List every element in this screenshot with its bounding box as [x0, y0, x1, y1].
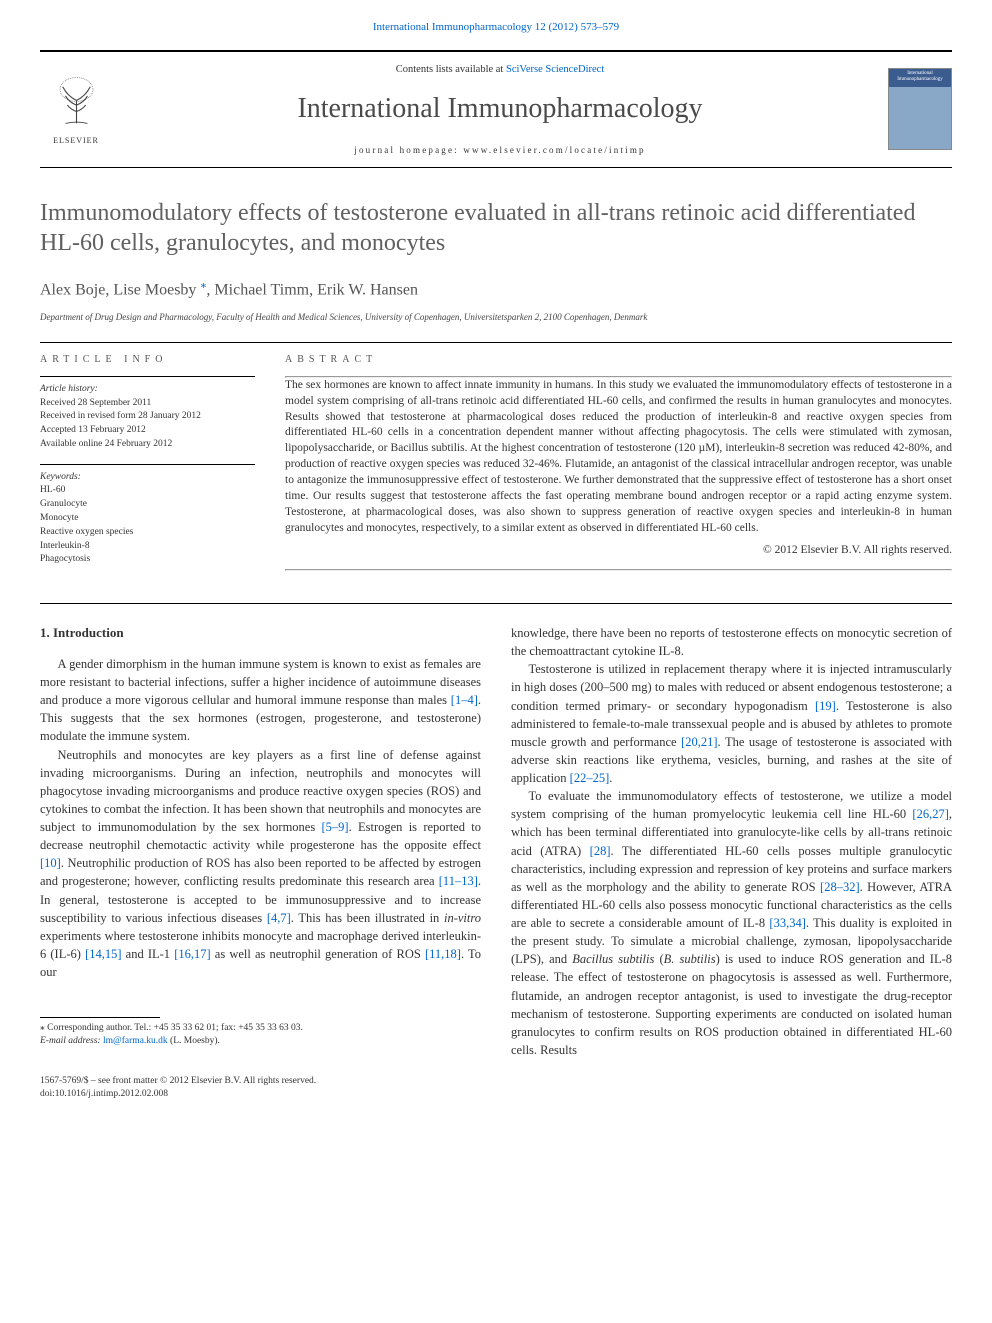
bottom-copyright-block: 1567-5769/$ – see front matter © 2012 El… [40, 1075, 481, 1102]
citation-link[interactable]: [28] [590, 844, 611, 858]
footnote-rule [40, 1017, 160, 1018]
contents-line: Contents lists available at SciVerse Sci… [122, 62, 878, 77]
authors-line: Alex Boje, Lise Moesby ⁎, Michael Timm, … [40, 276, 952, 302]
paragraph: Neutrophils and monocytes are key player… [40, 746, 481, 982]
contents-prefix: Contents lists available at [396, 64, 506, 75]
sciencedirect-link[interactable]: SciVerse ScienceDirect [506, 64, 604, 75]
italic-text: B. subtilis [664, 952, 716, 966]
journal-name: International Immunopharmacology [122, 89, 878, 130]
elsevier-tree-icon [49, 73, 104, 133]
doi-line: doi:10.1016/j.intimp.2012.02.008 [40, 1088, 481, 1101]
citation-link[interactable]: [11–13] [439, 874, 478, 888]
info-abstract-row: ARTICLE INFO Article history: Received 2… [40, 353, 952, 579]
article-title: Immunomodulatory effects of testosterone… [40, 198, 952, 258]
homepage-url[interactable]: www.elsevier.com/locate/intimp [463, 145, 645, 155]
keyword: Monocyte [40, 512, 255, 526]
keywords-head: Keywords: [40, 471, 255, 485]
citation-link[interactable]: [14,15] [85, 947, 121, 961]
email-label: E-mail address: [40, 1036, 103, 1046]
text: as well as neutrophil generation of ROS [211, 947, 425, 961]
history-online: Available online 24 February 2012 [40, 438, 255, 452]
authors-after-corr: , Michael Timm, Erik W. Hansen [206, 281, 418, 298]
divider [285, 569, 952, 571]
keyword: Granulocyte [40, 498, 255, 512]
abstract-label: ABSTRACT [285, 353, 952, 368]
citation-link[interactable]: [22–25] [570, 771, 610, 785]
paragraph: Testosterone is utilized in replacement … [511, 660, 952, 787]
body-columns: 1. Introduction A gender dimorphism in t… [40, 603, 952, 1101]
citation-link[interactable]: [11,18] [425, 947, 461, 961]
paragraph: To evaluate the immunomodulatory effects… [511, 787, 952, 1059]
email-suffix: (L. Moesby). [168, 1036, 220, 1046]
publisher-name: ELSEVIER [53, 135, 99, 147]
homepage-prefix: journal homepage: [354, 145, 463, 155]
right-column: knowledge, there have been no reports of… [511, 624, 952, 1101]
citation-link[interactable]: [19] [815, 699, 836, 713]
italic-text: in-vitro [444, 911, 481, 925]
affiliation: Department of Drug Design and Pharmacolo… [40, 311, 952, 324]
homepage-line: journal homepage: www.elsevier.com/locat… [122, 144, 878, 157]
citation-link[interactable]: [1–4] [451, 693, 478, 707]
text: and IL-1 [122, 947, 175, 961]
keyword: Interleukin-8 [40, 540, 255, 554]
divider [40, 342, 952, 343]
left-column: 1. Introduction A gender dimorphism in t… [40, 624, 481, 1101]
citation-link[interactable]: [4,7] [267, 911, 291, 925]
history-revised: Received in revised form 28 January 2012 [40, 410, 255, 424]
italic-text: Bacillus subtilis [572, 952, 654, 966]
text: A gender dimorphism in the human immune … [40, 657, 481, 707]
abstract-column: ABSTRACT The sex hormones are known to a… [285, 353, 952, 579]
authors-before-corr: Alex Boje, Lise Moesby [40, 281, 200, 298]
history-received: Received 28 September 2011 [40, 397, 255, 411]
email-link[interactable]: lm@farma.ku.dk [103, 1036, 168, 1046]
text: ( [654, 952, 663, 966]
citation-link[interactable]: [28–32] [820, 880, 860, 894]
publisher-logo: ELSEVIER [40, 73, 112, 147]
citation-link[interactable]: [33,34] [769, 916, 805, 930]
divider [40, 376, 255, 377]
text: . Neutrophilic production of ROS has als… [40, 856, 481, 888]
keywords-block: Keywords: HL-60 Granulocyte Monocyte Rea… [40, 471, 255, 567]
section-heading: 1. Introduction [40, 624, 481, 643]
keyword: Phagocytosis [40, 553, 255, 567]
citation-link[interactable]: [20,21] [681, 735, 717, 749]
journal-header: ELSEVIER Contents lists available at Sci… [40, 50, 952, 168]
citation-link[interactable]: [5–9] [322, 820, 349, 834]
paragraph: knowledge, there have been no reports of… [511, 624, 952, 660]
email-line: E-mail address: lm@farma.ku.dk (L. Moesb… [40, 1035, 481, 1048]
text: . This has been illustrated in [291, 911, 444, 925]
journal-citation[interactable]: International Immunopharmacology 12 (201… [40, 20, 952, 36]
paragraph: A gender dimorphism in the human immune … [40, 655, 481, 746]
keyword: HL-60 [40, 484, 255, 498]
text: ) is used to induce ROS generation and I… [511, 952, 952, 1057]
text: To evaluate the immunomodulatory effects… [511, 789, 952, 821]
history-head: Article history: [40, 383, 255, 397]
abstract-copyright: © 2012 Elsevier B.V. All rights reserved… [285, 542, 952, 559]
text: knowledge, there have been no reports of… [511, 626, 952, 658]
article-history-block: Article history: Received 28 September 2… [40, 383, 255, 452]
divider [40, 464, 255, 465]
citation-link[interactable]: [16,17] [174, 947, 210, 961]
keyword: Reactive oxygen species [40, 526, 255, 540]
citation-link[interactable]: [26,27] [912, 807, 948, 821]
header-center: Contents lists available at SciVerse Sci… [112, 62, 888, 157]
issn-line: 1567-5769/$ – see front matter © 2012 El… [40, 1075, 481, 1088]
history-accepted: Accepted 13 February 2012 [40, 424, 255, 438]
article-info-label: ARTICLE INFO [40, 353, 255, 368]
text: . [609, 771, 612, 785]
article-info-column: ARTICLE INFO Article history: Received 2… [40, 353, 255, 579]
abstract-text: The sex hormones are known to affect inn… [285, 378, 952, 537]
corresponding-contact: ⁎ Corresponding author. Tel.: +45 35 33 … [40, 1022, 481, 1035]
citation-link[interactable]: [10] [40, 856, 61, 870]
cover-title: International Immunopharmacology [889, 69, 951, 87]
journal-cover-thumb: International Immunopharmacology [888, 68, 952, 150]
corresponding-footnote: ⁎ Corresponding author. Tel.: +45 35 33 … [40, 1022, 481, 1049]
